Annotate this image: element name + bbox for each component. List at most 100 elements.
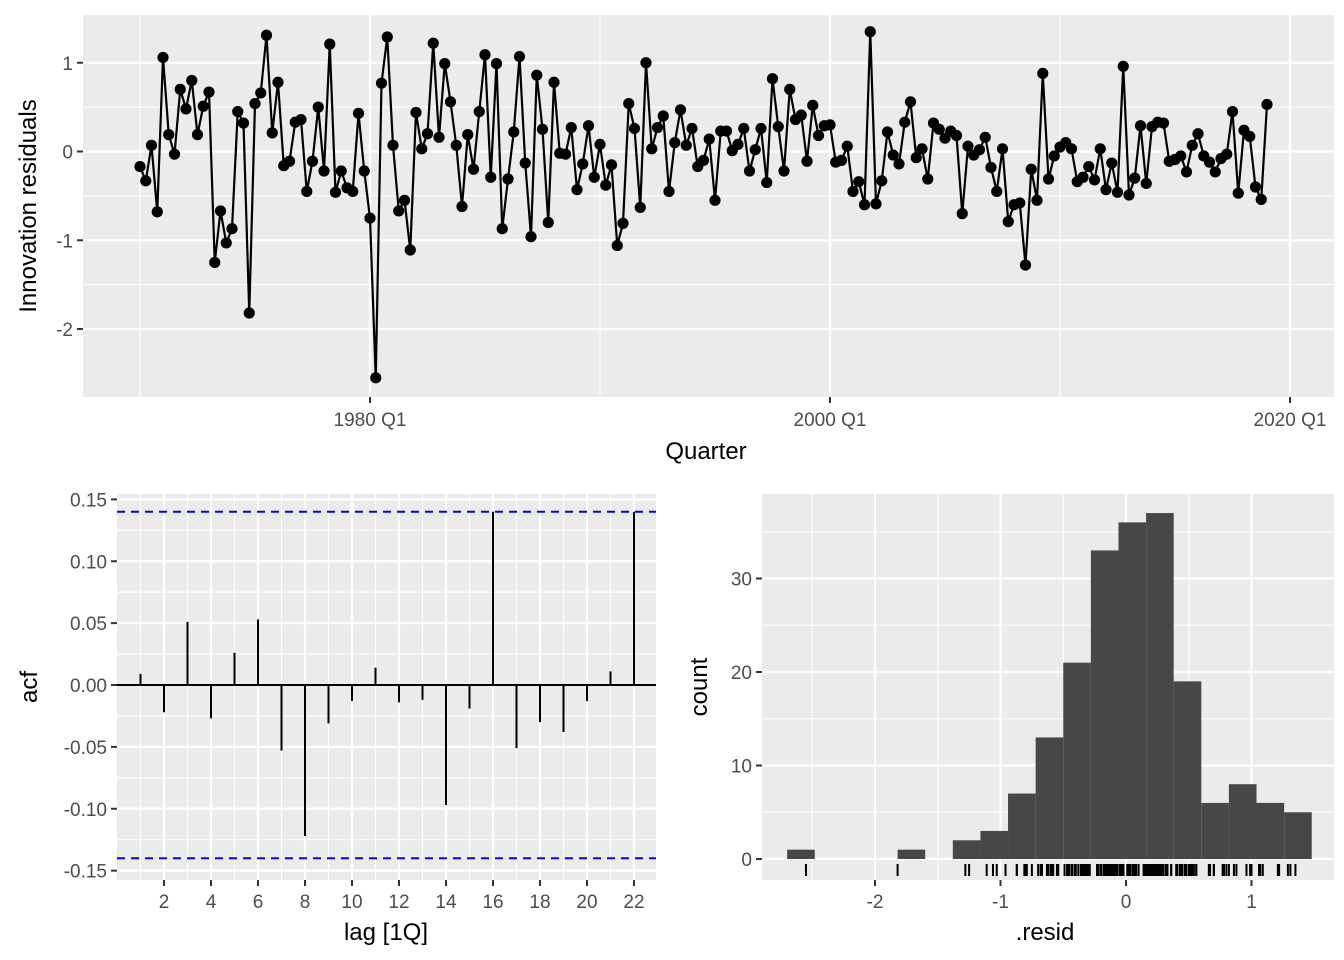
hist-bar	[1063, 662, 1091, 859]
ts-point	[209, 256, 221, 269]
ts-point	[329, 186, 342, 198]
ts-point	[594, 138, 606, 150]
ts-x-tick-label: 2000 Q1	[794, 410, 867, 431]
ts-point	[272, 76, 284, 88]
acf-x-tick-label: 10	[341, 892, 362, 913]
acf-x-tick-label: 4	[206, 892, 217, 913]
ts-point	[611, 239, 623, 252]
hist-x-tick-label: 1	[1246, 892, 1257, 913]
ts-point	[605, 159, 618, 171]
acf-series	[117, 510, 656, 860]
acf-x-tick-label: 8	[300, 892, 311, 913]
ts-point	[600, 179, 612, 191]
ts-point	[703, 133, 715, 145]
ts-point	[398, 194, 411, 206]
acf-y-tick-label: 0.15	[70, 490, 107, 511]
ts-point	[962, 140, 974, 152]
ts-point	[858, 199, 871, 211]
ts-point	[582, 120, 595, 132]
hist-x-tick-label: 0	[1121, 892, 1132, 913]
ts-x-axis-title: Quarter	[665, 438, 746, 465]
ts-point	[1111, 186, 1124, 198]
ts-point	[766, 73, 779, 85]
ts-point	[508, 126, 520, 138]
ts-point	[519, 157, 531, 169]
ts-point	[755, 122, 767, 135]
acf-x-tick-label: 2	[159, 892, 170, 913]
ts-point	[847, 185, 859, 198]
ts-point	[640, 57, 652, 69]
ts-point	[306, 155, 319, 167]
ts-point	[237, 117, 250, 129]
ts-point	[985, 161, 997, 174]
ts-point	[370, 372, 382, 384]
ts-point	[496, 223, 508, 235]
ts-point	[1106, 157, 1118, 169]
acf-x-tick-label: 20	[576, 892, 597, 913]
ts-point	[1209, 166, 1221, 178]
ts-point	[887, 149, 899, 161]
ts-point	[140, 175, 152, 187]
ts-point	[1261, 98, 1273, 111]
hist-bar	[1146, 513, 1174, 859]
acf-y-tick-label: -0.05	[64, 738, 107, 759]
ts-point	[243, 307, 255, 319]
ts-axes: Quarter Innovation residuals -2 -1 0 1 1980 …	[15, 54, 1326, 465]
ts-point	[950, 129, 963, 142]
hist-bar	[980, 830, 1009, 859]
ts-point	[784, 83, 796, 95]
hist-bars	[787, 513, 1312, 859]
ts-point	[876, 175, 888, 187]
ts-point	[134, 160, 146, 173]
ts-point	[375, 77, 388, 89]
acf-x-tick-label: 6	[253, 892, 264, 913]
ts-point	[335, 165, 347, 177]
ts-point	[853, 176, 865, 188]
ts-point	[571, 184, 583, 196]
ts-point	[1123, 189, 1135, 201]
ts-point	[1192, 128, 1204, 140]
ts-point	[893, 158, 905, 170]
ts-point	[283, 155, 296, 167]
ts-point	[1175, 150, 1187, 162]
ts-point	[1094, 143, 1106, 155]
ts-point	[1180, 166, 1193, 178]
ts-point	[657, 110, 669, 122]
acf-x-axis-title: lag [1Q]	[344, 919, 428, 946]
ts-point	[226, 223, 238, 235]
ts-point	[145, 139, 158, 151]
ts-point	[749, 144, 761, 156]
ts-point	[835, 154, 848, 166]
acf-y-tick-label: -0.15	[64, 862, 107, 883]
ts-point	[1014, 197, 1026, 209]
hist-y-tick-label: 0	[741, 850, 752, 871]
ts-point	[824, 119, 836, 131]
ts-point	[433, 131, 445, 143]
ts-point	[1019, 259, 1032, 271]
ts-point	[904, 96, 917, 108]
ts-point	[364, 212, 376, 224]
ts-point	[732, 138, 744, 150]
ts-y-tick-label: 0	[62, 143, 73, 164]
ts-point	[1025, 163, 1037, 175]
ts-plot-panel	[83, 15, 1334, 397]
hist-x-axis-title: .resid	[1016, 919, 1075, 946]
ts-point	[1255, 193, 1267, 206]
ts-point	[324, 38, 336, 50]
ts-point	[444, 96, 457, 108]
acf-plot: lag [1Q] acf -0.15 -0.10 -0.05 0.00 0.05 0.10…	[16, 490, 656, 946]
ts-point	[180, 103, 192, 115]
hist-rug	[804, 864, 1297, 876]
hist-bar	[1008, 793, 1036, 859]
hist-bar	[1035, 737, 1064, 859]
ts-point	[301, 185, 313, 198]
ts-x-tick-label: 1980 Q1	[334, 410, 407, 431]
ts-point	[634, 201, 646, 214]
ts-point	[255, 87, 267, 99]
ts-point	[870, 198, 882, 210]
acf-x-tick-label: 14	[435, 892, 457, 913]
acf-plot-panel	[117, 494, 656, 880]
ts-point	[933, 123, 945, 135]
ts-point	[646, 143, 658, 155]
ts-point	[220, 237, 232, 249]
